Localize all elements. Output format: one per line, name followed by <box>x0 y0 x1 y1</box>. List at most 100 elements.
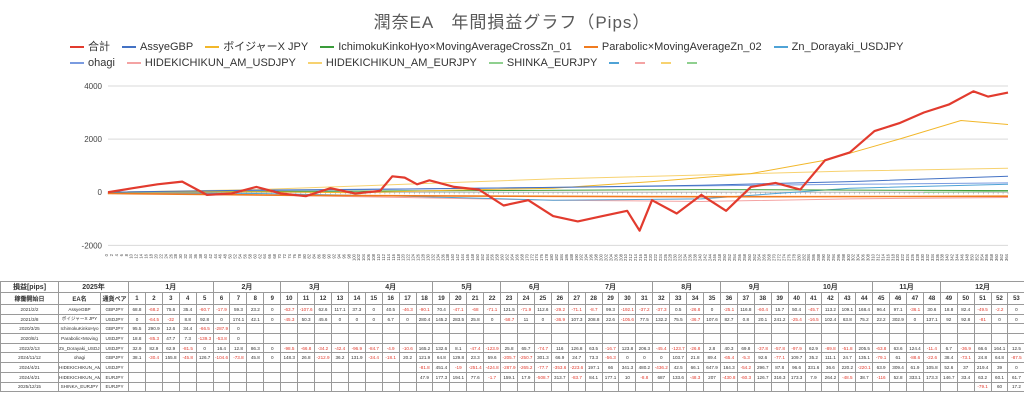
table-cell: 173.3 <box>787 371 806 383</box>
x-tick-label: 162 <box>505 253 510 261</box>
table-cell <box>601 323 620 335</box>
table-cell: 148.3 <box>280 352 299 364</box>
table-cell <box>906 381 924 393</box>
legend-extra-swatch <box>609 55 623 71</box>
table-cell: 50.3 <box>297 313 316 325</box>
week-header: 47 <box>906 292 924 305</box>
table-cell: -8.8 <box>635 371 654 383</box>
table-cell <box>652 333 671 344</box>
x-tick-label: 176 <box>539 253 544 261</box>
legend-label: ohagi <box>88 57 115 69</box>
table-cell: -37.8 <box>753 342 772 354</box>
x-tick-label: 240 <box>697 253 702 261</box>
table-cell <box>398 381 417 393</box>
table-cell <box>330 362 349 373</box>
row-pair: USDJPY <box>99 342 130 354</box>
x-tick-label: 0 <box>104 253 109 256</box>
table-row: 2024/11/12 ohagi GBPJPY 38.1 -30.4 155.8 -45.8… <box>0 352 1024 364</box>
table-cell: 63.2 <box>973 371 992 383</box>
table-cell: 107.6 <box>703 313 721 325</box>
table-cell: 6.7 <box>381 313 400 325</box>
table-cell: -104.6 <box>212 352 231 364</box>
series-line <box>107 183 1009 201</box>
x-tick-label: 270 <box>772 253 777 261</box>
table-cell <box>601 381 620 393</box>
x-tick-label: 32 <box>183 253 188 258</box>
table-cell <box>770 323 789 335</box>
table-cell <box>618 381 637 393</box>
table-cell <box>922 333 941 344</box>
table-cell <box>297 323 316 335</box>
table-cell <box>128 362 146 373</box>
week-header: 11 <box>297 292 316 305</box>
table-cell: 126.8 <box>567 342 586 354</box>
table-cell: 165.2 <box>415 342 434 354</box>
row-pair: GBPJPY <box>99 352 130 364</box>
week-header: 14 <box>347 292 366 305</box>
table-cell: -25.1 <box>719 304 738 315</box>
table-cell: -57.8 <box>770 342 789 354</box>
table-cell <box>753 381 772 393</box>
table-cell <box>466 333 485 344</box>
table-cell: -56.3 <box>601 352 620 364</box>
week-header: 1 <box>128 292 146 305</box>
table-cell: 0 <box>1007 313 1024 325</box>
table-cell <box>686 381 705 393</box>
table-cell: -68 <box>466 304 485 315</box>
row-pair: GBPJPY <box>99 323 130 335</box>
y-tick-label: 0 <box>98 188 103 197</box>
table-cell: 45.8 <box>246 352 265 364</box>
table-cell: 50.4 <box>787 304 806 315</box>
table-cell: 23.2 <box>246 304 265 315</box>
table-cell <box>973 333 992 344</box>
table-cell: 35.4 <box>178 304 197 315</box>
table-cell <box>652 381 671 393</box>
table-cell <box>314 371 332 383</box>
x-tick-label: 212 <box>628 253 633 261</box>
week-header: 35 <box>703 292 721 305</box>
week-header: 25 <box>533 292 552 305</box>
legend-label: 合計 <box>88 41 110 53</box>
x-tick-label: 308 <box>866 253 871 261</box>
table-cell: 0 <box>635 352 654 364</box>
table-cell <box>280 333 299 344</box>
table-cell: 20.1 <box>753 313 772 325</box>
table-cell: -34.2 <box>314 342 332 354</box>
table-row: 2021/2/2 AssyeGBP GBPJPY 68.8 -68.2 75.6 35.4-… <box>0 304 1024 315</box>
row-pair: USDJPY <box>99 313 130 325</box>
table-cell: 0 <box>212 313 231 325</box>
week-header: 39 <box>770 292 789 305</box>
table-cell: 133.6 <box>669 371 688 383</box>
x-tick-label: 226 <box>663 253 668 261</box>
x-tick-label: 340 <box>945 253 950 261</box>
x-tick-label: 192 <box>579 253 584 261</box>
table-cell <box>517 333 535 344</box>
table-cell: -81.8 <box>415 362 434 373</box>
table-cell: 18.8 <box>939 304 958 315</box>
x-tick-label: 122 <box>406 253 411 261</box>
table-cell: -26.8 <box>686 304 705 315</box>
table-cell <box>483 381 502 393</box>
x-tick-label: 94 <box>336 253 341 258</box>
x-tick-label: 356 <box>984 253 989 261</box>
x-tick-label: 50 <box>228 253 233 258</box>
table-cell: 0 <box>330 313 349 325</box>
table-cell: -66.5 <box>195 323 214 335</box>
table-row: 2024/4/21 HIDEKICHIKUN_AM_ USDJPY -81.8 451.… <box>0 362 1024 373</box>
table-cell <box>584 323 603 335</box>
x-tick-label: 144 <box>460 253 465 261</box>
table-cell <box>719 323 738 335</box>
table-cell <box>483 333 502 344</box>
table-cell <box>601 333 620 344</box>
table-cell: 687 <box>652 371 671 383</box>
x-tick-label: 346 <box>959 253 964 261</box>
table-cell: 34.4 <box>178 323 197 335</box>
x-tick-label: 362 <box>999 253 1004 261</box>
table-cell: 82.4 <box>956 304 975 315</box>
table-cell: 24.7 <box>567 352 586 364</box>
week-header: 37 <box>736 292 755 305</box>
table-cell <box>364 381 383 393</box>
table-cell: -45.7 <box>804 304 823 315</box>
x-tick-label: 314 <box>880 253 885 261</box>
x-tick-label: 166 <box>514 253 519 261</box>
